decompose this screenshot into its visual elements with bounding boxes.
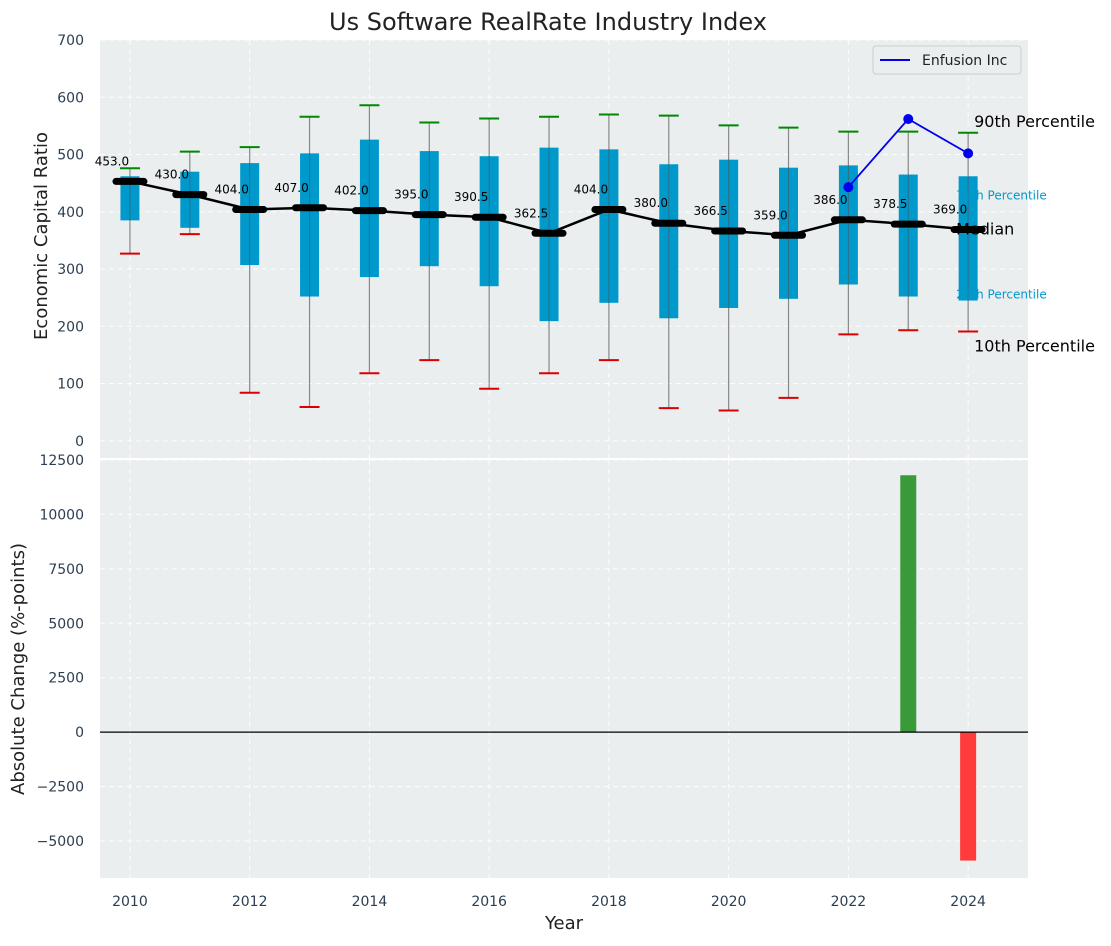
change-bar — [960, 732, 977, 861]
median-value-label: 378.5 — [873, 197, 907, 211]
annotation-p90: 90th Percentile — [974, 112, 1095, 131]
change-bar — [900, 475, 917, 733]
x-tick-label: 2014 — [352, 894, 388, 910]
x-tick-label: 2012 — [232, 894, 268, 910]
bottom-panel-background — [100, 460, 1028, 878]
median-value-label: 366.5 — [693, 204, 727, 218]
annotation-p25: 25th Percentile — [956, 288, 1047, 302]
x-tick-label: 2018 — [591, 894, 627, 910]
company-point — [903, 114, 914, 125]
top-y-tick-label: 0 — [75, 434, 84, 450]
x-tick-labels: 2010 2012 2014 2016 2018 2020 2022 2024 — [112, 894, 986, 910]
x-tick-label: 2010 — [112, 894, 148, 910]
bottom-y-tick-label: 10000 — [39, 507, 84, 523]
bottom-y-tick-label: 0 — [75, 725, 84, 741]
bottom-y-tick-label: 12500 — [39, 453, 84, 469]
top-y-tick-label: 600 — [57, 90, 84, 106]
median-value-label: 390.5 — [454, 190, 488, 204]
median-value-label: 369.0 — [933, 203, 967, 217]
top-y-tick-label: 700 — [57, 33, 84, 49]
bottom-y-tick-label: 2500 — [48, 671, 84, 687]
top-y-tick-label: 500 — [57, 148, 84, 164]
percentile-annotations: 90th Percentile 75th Percentile Median 25th… — [956, 112, 1095, 356]
bottom-y-tick-label: −5000 — [37, 834, 84, 850]
legend-frame — [872, 45, 1022, 75]
top-y-tick-label: 100 — [57, 377, 84, 393]
median-value-label: 386.0 — [813, 193, 847, 207]
company-point — [843, 182, 854, 193]
median-value-label: 359.0 — [753, 208, 787, 222]
annotation-p75: 75th Percentile — [956, 188, 1047, 202]
x-axis-label: Year — [544, 913, 584, 934]
x-tick-label: 2020 — [711, 894, 747, 910]
median-value-label: 407.0 — [274, 181, 308, 195]
company-series-group — [843, 114, 974, 193]
median-line-group: 453.0 430.0 404.0 407.0 402.0 395.0 390.5 362.5… — [95, 154, 986, 239]
median-value-label: 453.0 — [95, 154, 129, 168]
bottom-y-tick-label: 7500 — [48, 562, 84, 578]
top-y-axis-label: Economic Capital Ratio — [31, 132, 52, 340]
top-y-tick-label: 300 — [57, 262, 84, 278]
change-bar-group — [900, 475, 977, 861]
box-plot-group — [119, 104, 979, 412]
x-tick-label: 2022 — [831, 894, 867, 910]
bottom-y-tick-label: 5000 — [48, 616, 84, 632]
median-value-label: 430.0 — [155, 168, 189, 182]
company-point — [963, 148, 974, 159]
top-y-tick-label: 200 — [57, 319, 84, 335]
median-value-label: 380.0 — [634, 196, 668, 210]
legend: Enfusion Inc — [872, 45, 1022, 75]
annotation-median: Median — [956, 220, 1014, 239]
bottom-y-axis-label: Absolute Change (%-points) — [8, 543, 29, 795]
median-value-label: 402.0 — [334, 184, 368, 198]
median-value-label: 362.5 — [514, 206, 548, 220]
legend-label-enfusion: Enfusion Inc — [922, 53, 1007, 69]
x-tick-label: 2016 — [471, 894, 507, 910]
median-value-label: 395.0 — [394, 188, 428, 202]
bottom-y-tick-labels: −5000 −2500 0 2500 5000 7500 10000 12500 — [37, 453, 84, 850]
median-value-label: 404.0 — [214, 182, 248, 196]
top-y-tick-labels: 0 100 200 300 400 500 600 700 — [57, 33, 84, 450]
top-y-tick-label: 400 — [57, 205, 84, 221]
chart-title: Us Software RealRate Industry Index — [329, 8, 767, 36]
x-tick-label: 2024 — [950, 894, 986, 910]
annotation-p10: 10th Percentile — [974, 336, 1095, 355]
top-panel-background — [100, 40, 1028, 458]
bottom-y-tick-label: −2500 — [37, 780, 84, 796]
median-value-label: 404.0 — [574, 182, 608, 196]
